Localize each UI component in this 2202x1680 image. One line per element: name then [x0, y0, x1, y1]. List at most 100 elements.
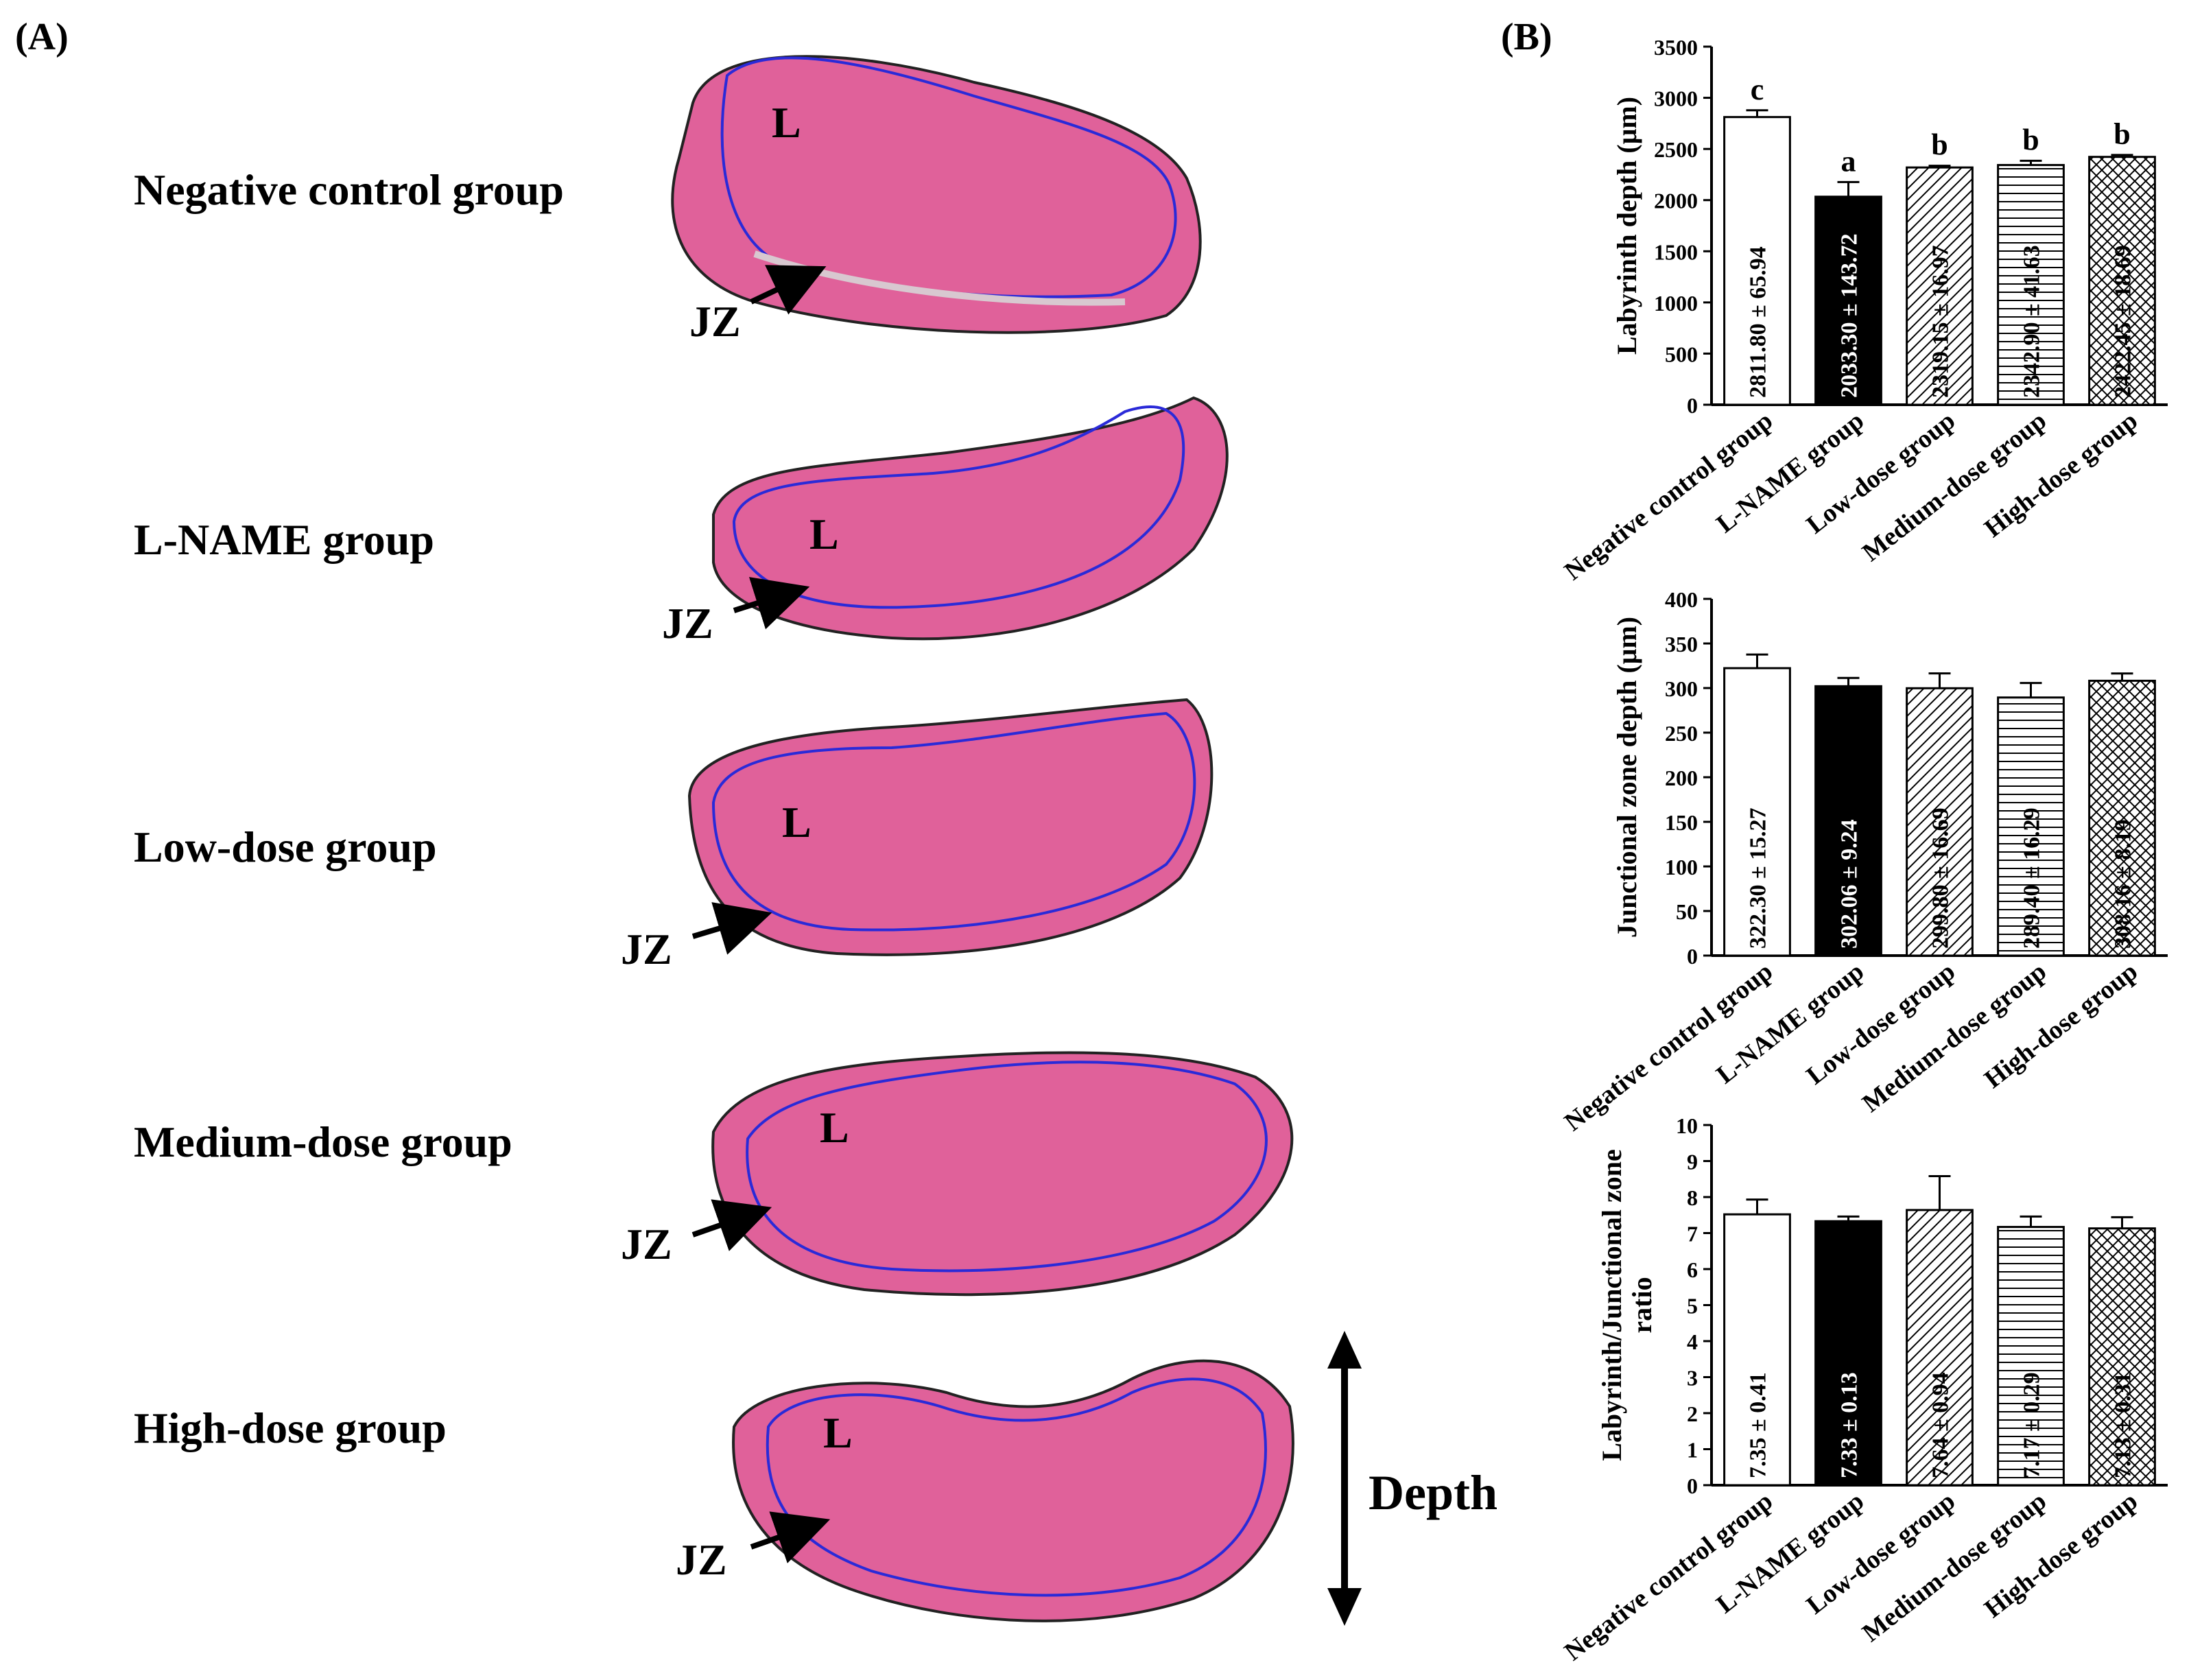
- depth-indicator: Depth: [1327, 1331, 1497, 1626]
- y-tick-label: 2500: [1654, 137, 1698, 162]
- y-tick-label: 2000: [1654, 189, 1698, 213]
- bar: [1723, 1213, 1791, 1487]
- x-tick-label: High-dose group: [1979, 1487, 2143, 1624]
- tissue-section-high-dose: L JZ: [676, 1359, 1294, 1622]
- significance-letter: b: [2114, 117, 2130, 151]
- bar-chart-3: 0 1 2 3 4 5 6 7 8 9 10 Labyrinth/Junctional zone rat…: [1559, 1113, 2168, 1666]
- x-tick-label: High-dose group: [1979, 957, 2143, 1094]
- jz-arrow-3: [691, 902, 772, 955]
- data-label: 2422.45 ± 18.69: [2111, 245, 2136, 398]
- data-label: 7.33 ± 0.13: [1837, 1372, 1862, 1478]
- depth-arrow-down: [1327, 1588, 1362, 1626]
- tissue-section-negative-control: L JZ: [671, 55, 1202, 346]
- data-label: 7.64 ± 0.94: [1928, 1372, 1954, 1478]
- bar-chart-2: 0 50 100 150 200 250 300 350 400 Junctional zone …: [1559, 587, 2168, 1137]
- bar-chart-1: 0 500 1000 1500 2000 2500 3000 3500 Labyrinth de…: [1559, 35, 2168, 586]
- y-tick-label: 10: [1676, 1113, 1698, 1138]
- jz-arrow-4: [691, 1199, 772, 1251]
- tissue-section-low-dose: L JZ: [621, 698, 1214, 973]
- labyrinth-label-1: L: [772, 98, 801, 147]
- y-tick-label: 4: [1687, 1329, 1698, 1354]
- significance-letter: c: [1751, 73, 1764, 106]
- bar: [1906, 1209, 1974, 1487]
- panel-b-label: (B): [1501, 16, 1552, 58]
- y-tick-label: 200: [1665, 766, 1698, 790]
- depth-arrow-up: [1327, 1331, 1362, 1369]
- jz-label-3: JZ: [621, 925, 672, 973]
- y-axis-label: ratio: [1626, 1277, 1657, 1333]
- bar: [1997, 164, 2065, 406]
- y-tick-label: 0: [1687, 1474, 1698, 1498]
- y-tick-label: 1: [1687, 1438, 1698, 1463]
- jz-label-2: JZ: [662, 599, 713, 648]
- bar: [1814, 685, 1882, 957]
- bar: [1906, 687, 1974, 957]
- significance-letter: b: [1931, 128, 1948, 162]
- y-axis-label: Labyrinth depth (μm): [1611, 97, 1642, 355]
- x-tick-label: High-dose group: [1979, 406, 2143, 543]
- group-label-medium-dose: Medium-dose group: [134, 1117, 512, 1166]
- labyrinth-label-5: L: [823, 1408, 853, 1457]
- labyrinth-label-2: L: [809, 510, 839, 558]
- bar: [1814, 1220, 1882, 1487]
- data-label: 302.06 ± 9.24: [1837, 819, 1862, 949]
- jz-label-1: JZ: [689, 297, 741, 346]
- data-label: 322.30 ± 15.27: [1746, 807, 1771, 949]
- jz-arrow-1: [750, 265, 827, 315]
- y-tick-label: 9: [1687, 1150, 1698, 1174]
- bar: [1814, 196, 1882, 406]
- bar: [2088, 679, 2156, 957]
- y-tick-label: 0: [1687, 393, 1698, 418]
- y-tick-label: 400: [1665, 587, 1698, 612]
- y-axis-label: Labyrinth/Junctional zone: [1596, 1149, 1627, 1461]
- group-label-low-dose: Low-dose group: [134, 823, 437, 871]
- group-label-l-name: L-NAME group: [134, 515, 434, 564]
- y-tick-label: 100: [1665, 855, 1698, 879]
- jz-label-5: JZ: [676, 1535, 727, 1584]
- bar: [2088, 1227, 2156, 1487]
- data-label: 7.13 ± 0.31: [2111, 1372, 2136, 1478]
- y-tick-label: 250: [1665, 721, 1698, 746]
- y-tick-label: 0: [1687, 944, 1698, 969]
- group-label-negative-control: Negative control group: [134, 165, 564, 214]
- y-tick-label: 50: [1676, 899, 1698, 924]
- y-tick-label: 2: [1687, 1401, 1698, 1426]
- labyrinth-label-4: L: [820, 1103, 849, 1152]
- tissue-section-medium-dose: L JZ: [621, 1051, 1294, 1297]
- depth-label: Depth: [1369, 1465, 1497, 1520]
- data-label: 299.80 ± 16.69: [1928, 807, 1954, 949]
- data-label: 2033.30 ± 143.72: [1837, 233, 1862, 398]
- y-tick-label: 500: [1665, 342, 1698, 366]
- data-label: 2342.90 ± 41.63: [2020, 245, 2045, 398]
- significance-letter: a: [1841, 144, 1856, 178]
- y-tick-label: 3: [1687, 1366, 1698, 1391]
- y-tick-label: 6: [1687, 1257, 1698, 1282]
- y-tick-label: 5: [1687, 1294, 1698, 1318]
- group-label-high-dose: High-dose group: [134, 1404, 447, 1452]
- jz-label-4: JZ: [621, 1220, 672, 1268]
- significance-letter: b: [2022, 123, 2039, 156]
- data-label: 289.40 ± 16.29: [2020, 807, 2045, 949]
- jz-arrow-5: [750, 1511, 831, 1563]
- y-tick-label: 350: [1665, 632, 1698, 656]
- data-label: 2811.80 ± 65.94: [1746, 246, 1771, 398]
- data-label: 2319.15 ± 16.97: [1928, 245, 1954, 398]
- data-label: 7.35 ± 0.41: [1746, 1372, 1771, 1478]
- tissue-section-l-name: L JZ: [662, 396, 1229, 648]
- panel-a-label: (A): [15, 16, 69, 58]
- y-tick-label: 1000: [1654, 291, 1698, 316]
- labyrinth-label-3: L: [782, 798, 812, 847]
- y-tick-label: 7: [1687, 1222, 1698, 1246]
- y-axis-label: Junctional zone depth (μm): [1611, 617, 1642, 938]
- bar: [2088, 156, 2156, 406]
- y-tick-label: 3500: [1654, 35, 1698, 60]
- y-tick-label: 1500: [1654, 239, 1698, 264]
- y-tick-label: 300: [1665, 676, 1698, 701]
- y-tick-label: 3000: [1654, 86, 1698, 111]
- jz-arrow-2: [733, 577, 810, 630]
- data-label: 308.16 ± 8.19: [2111, 819, 2136, 949]
- y-tick-label: 150: [1665, 810, 1698, 835]
- data-label: 7.17 ± 0.29: [2020, 1372, 2045, 1478]
